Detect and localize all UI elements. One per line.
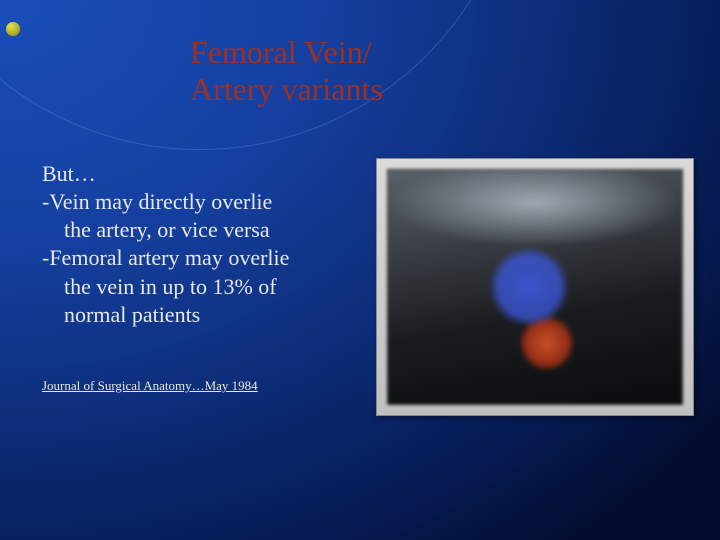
slide-bullet: [6, 22, 20, 36]
ultrasound-image-frame: [376, 158, 694, 416]
body-p2a: -Vein may directly overlie: [42, 188, 352, 216]
slide-title: Femoral Vein/ Artery variants: [190, 34, 383, 108]
title-line-2: Artery variants: [190, 71, 383, 108]
body-p3a: -Femoral artery may overlie: [42, 244, 352, 272]
body-text-block: But… -Vein may directly overlie the arte…: [42, 160, 352, 329]
citation: Journal of Surgical Anatomy…May 1984: [42, 378, 258, 394]
body-p1: But…: [42, 160, 352, 188]
title-line-1: Femoral Vein/: [190, 34, 383, 71]
body-p2b: the artery, or vice versa: [42, 216, 352, 244]
body-p3c: normal patients: [42, 301, 352, 329]
body-p3b: the vein in up to 13% of: [42, 273, 352, 301]
ultrasound-doppler-image: [387, 169, 683, 405]
